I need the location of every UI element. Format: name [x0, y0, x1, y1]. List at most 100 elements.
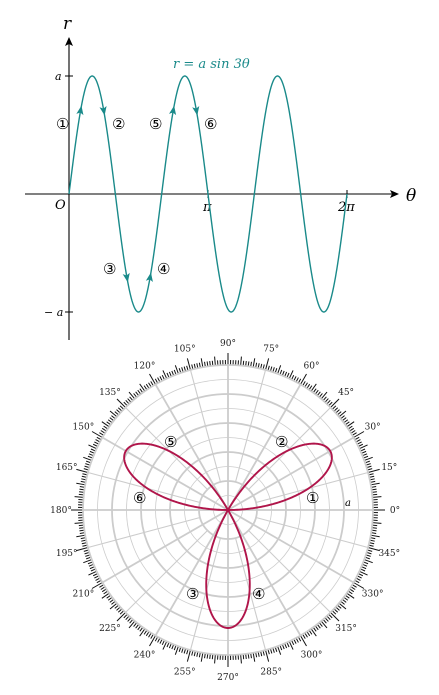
tick-224 [119, 610, 125, 615]
tick-303 [306, 631, 311, 637]
tick-120 [149, 373, 156, 385]
tick-241 [154, 636, 159, 642]
angle-label-165: 165° [56, 463, 78, 473]
spoke-120 [154, 383, 229, 511]
tick-28 [355, 439, 361, 443]
spoke-315 [248, 530, 331, 613]
angle-label-75: 75° [263, 345, 279, 355]
tick-246 [166, 642, 170, 648]
petal-label-2: ② [275, 433, 288, 451]
tick-192 [81, 539, 87, 542]
tick-259 [198, 652, 201, 658]
angle-label-0: 0° [390, 506, 400, 516]
tick-48 [324, 398, 329, 403]
tick-76 [262, 364, 265, 370]
tick-83 [245, 361, 247, 367]
tick-354 [372, 524, 378, 527]
tick-315 [330, 612, 340, 622]
tick-235 [139, 628, 146, 637]
tick-15 [367, 468, 380, 473]
tick-42 [335, 409, 340, 414]
tick-298 [295, 637, 299, 643]
tick-31 [352, 432, 357, 436]
tick-126 [139, 388, 144, 393]
ring-6 [140, 422, 316, 598]
angle-label-60: 60° [304, 361, 320, 371]
tick-252 [181, 647, 184, 653]
ring-9 [97, 379, 359, 641]
tick-165 [76, 468, 89, 473]
tick-6 [372, 493, 378, 496]
tick-43 [333, 407, 339, 412]
tick-262 [206, 653, 209, 659]
tick-288 [272, 647, 275, 653]
tick-45 [330, 398, 340, 408]
petal-label-6: ⑥ [133, 489, 146, 507]
tick-150 [91, 431, 103, 438]
tick-292 [281, 644, 285, 650]
tick-238 [148, 632, 152, 638]
tick-113 [168, 371, 172, 377]
tick-201 [87, 561, 93, 565]
spoke-225 [125, 530, 208, 613]
tick-64 [291, 374, 295, 380]
tick-233 [137, 625, 142, 631]
tick-314 [328, 613, 333, 619]
ring-10 [82, 364, 374, 656]
tick-157 [89, 450, 95, 454]
tick-335 [359, 570, 368, 576]
tick-284 [262, 650, 265, 656]
tick-226 [123, 613, 128, 619]
tick-310 [320, 620, 328, 629]
angle-label-240: 240° [134, 651, 156, 661]
tick-55 [310, 383, 317, 392]
tick-154 [92, 443, 98, 447]
tick-74 [267, 365, 270, 371]
tick-245 [162, 641, 168, 650]
tick-328 [350, 586, 356, 590]
angle-label-120: 120° [134, 361, 156, 371]
tick-125 [139, 383, 146, 392]
tick-353 [371, 527, 377, 529]
tick-265 [214, 654, 216, 664]
tick-257 [193, 651, 196, 657]
tick-103 [193, 363, 196, 369]
tick-53 [314, 389, 319, 395]
tick-230 [128, 620, 136, 629]
tick-282 [257, 651, 260, 657]
tick-100 [200, 358, 204, 368]
tick-81 [250, 361, 252, 367]
tick-258 [196, 651, 199, 657]
tick-222 [116, 606, 121, 611]
tick-138 [116, 409, 121, 414]
tick-156 [90, 448, 96, 452]
tick-239 [150, 634, 154, 639]
tick-152 [95, 439, 101, 443]
tick-204 [90, 568, 96, 572]
tick-276 [242, 654, 245, 660]
ring-8 [111, 393, 345, 627]
tick-56 [308, 385, 313, 391]
tick-22 [362, 453, 368, 457]
tick-38 [341, 417, 347, 422]
tick-207 [94, 575, 100, 579]
tick-71 [274, 368, 278, 374]
tick-132 [127, 398, 132, 403]
tick-29 [354, 436, 360, 441]
ring-5 [155, 437, 301, 583]
tick-164 [83, 468, 89, 471]
tick-190 [76, 534, 86, 538]
tick-214 [103, 590, 109, 595]
tick-355 [372, 522, 382, 524]
tick-80 [252, 358, 256, 368]
tick-133 [125, 399, 130, 405]
tick-52 [316, 391, 321, 397]
tick-308 [316, 623, 321, 629]
arrow-head-6 [192, 105, 200, 116]
spoke-345 [255, 516, 369, 549]
tick-336 [360, 568, 366, 572]
tick-232 [135, 623, 140, 629]
tick-108 [181, 367, 184, 373]
angle-label-210: 210° [73, 590, 95, 600]
tick-330 [353, 582, 365, 589]
